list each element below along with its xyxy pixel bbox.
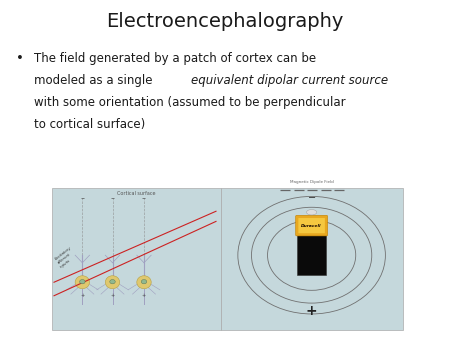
Text: −: − — [80, 196, 85, 201]
Ellipse shape — [306, 210, 317, 215]
FancyBboxPatch shape — [298, 218, 325, 233]
Text: modeled as a single: modeled as a single — [34, 74, 156, 87]
Bar — [52, 188, 220, 330]
Text: with some orientation (assumed to be perpendicular: with some orientation (assumed to be per… — [34, 96, 346, 109]
Ellipse shape — [80, 280, 85, 284]
Text: +: + — [110, 293, 115, 298]
Bar — [297, 235, 326, 275]
Text: The field generated by a patch of cortex can be: The field generated by a patch of cortex… — [34, 52, 316, 65]
Ellipse shape — [137, 276, 151, 289]
Text: +: + — [142, 293, 146, 298]
Ellipse shape — [105, 276, 120, 289]
Text: −: − — [307, 193, 316, 203]
Bar — [220, 188, 403, 330]
Text: •: • — [16, 52, 23, 65]
Text: Magnetic Dipole Field: Magnetic Dipole Field — [290, 180, 333, 184]
Text: Duracell: Duracell — [302, 224, 322, 227]
Text: +: + — [306, 304, 317, 318]
Text: Electroencephalography: Electroencephalography — [106, 12, 344, 31]
Text: Excitatory
afferent
inputs: Excitatory afferent inputs — [54, 246, 77, 269]
Text: +: + — [80, 293, 85, 298]
Text: −: − — [110, 196, 115, 201]
Ellipse shape — [141, 280, 147, 284]
Text: Cortical surface: Cortical surface — [117, 191, 155, 196]
Text: to cortical surface): to cortical surface) — [34, 118, 145, 131]
Ellipse shape — [75, 276, 90, 289]
Text: equivalent dipolar current source: equivalent dipolar current source — [192, 74, 389, 87]
Ellipse shape — [110, 280, 115, 284]
FancyBboxPatch shape — [296, 215, 328, 236]
Text: −: − — [142, 196, 146, 201]
